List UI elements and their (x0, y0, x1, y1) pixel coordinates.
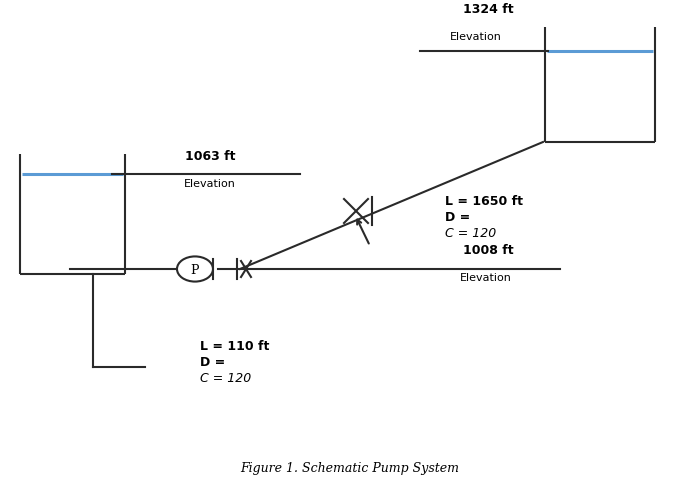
Text: Figure 1. Schematic Pump System: Figure 1. Schematic Pump System (241, 461, 459, 474)
Text: 1008 ft: 1008 ft (463, 244, 513, 257)
Text: D =: D = (445, 210, 470, 224)
Text: Elevation: Elevation (184, 179, 236, 189)
Text: 1324 ft: 1324 ft (463, 3, 513, 16)
Text: Elevation: Elevation (450, 32, 502, 42)
Text: D =: D = (200, 355, 225, 368)
Text: L = 110 ft: L = 110 ft (200, 339, 270, 352)
Text: P: P (190, 263, 199, 276)
Text: 1063 ft: 1063 ft (185, 150, 235, 163)
Text: C = 120: C = 120 (200, 371, 251, 384)
Text: L = 1650 ft: L = 1650 ft (445, 195, 523, 207)
Text: C = 120: C = 120 (445, 226, 496, 240)
Text: Elevation: Elevation (460, 272, 512, 283)
